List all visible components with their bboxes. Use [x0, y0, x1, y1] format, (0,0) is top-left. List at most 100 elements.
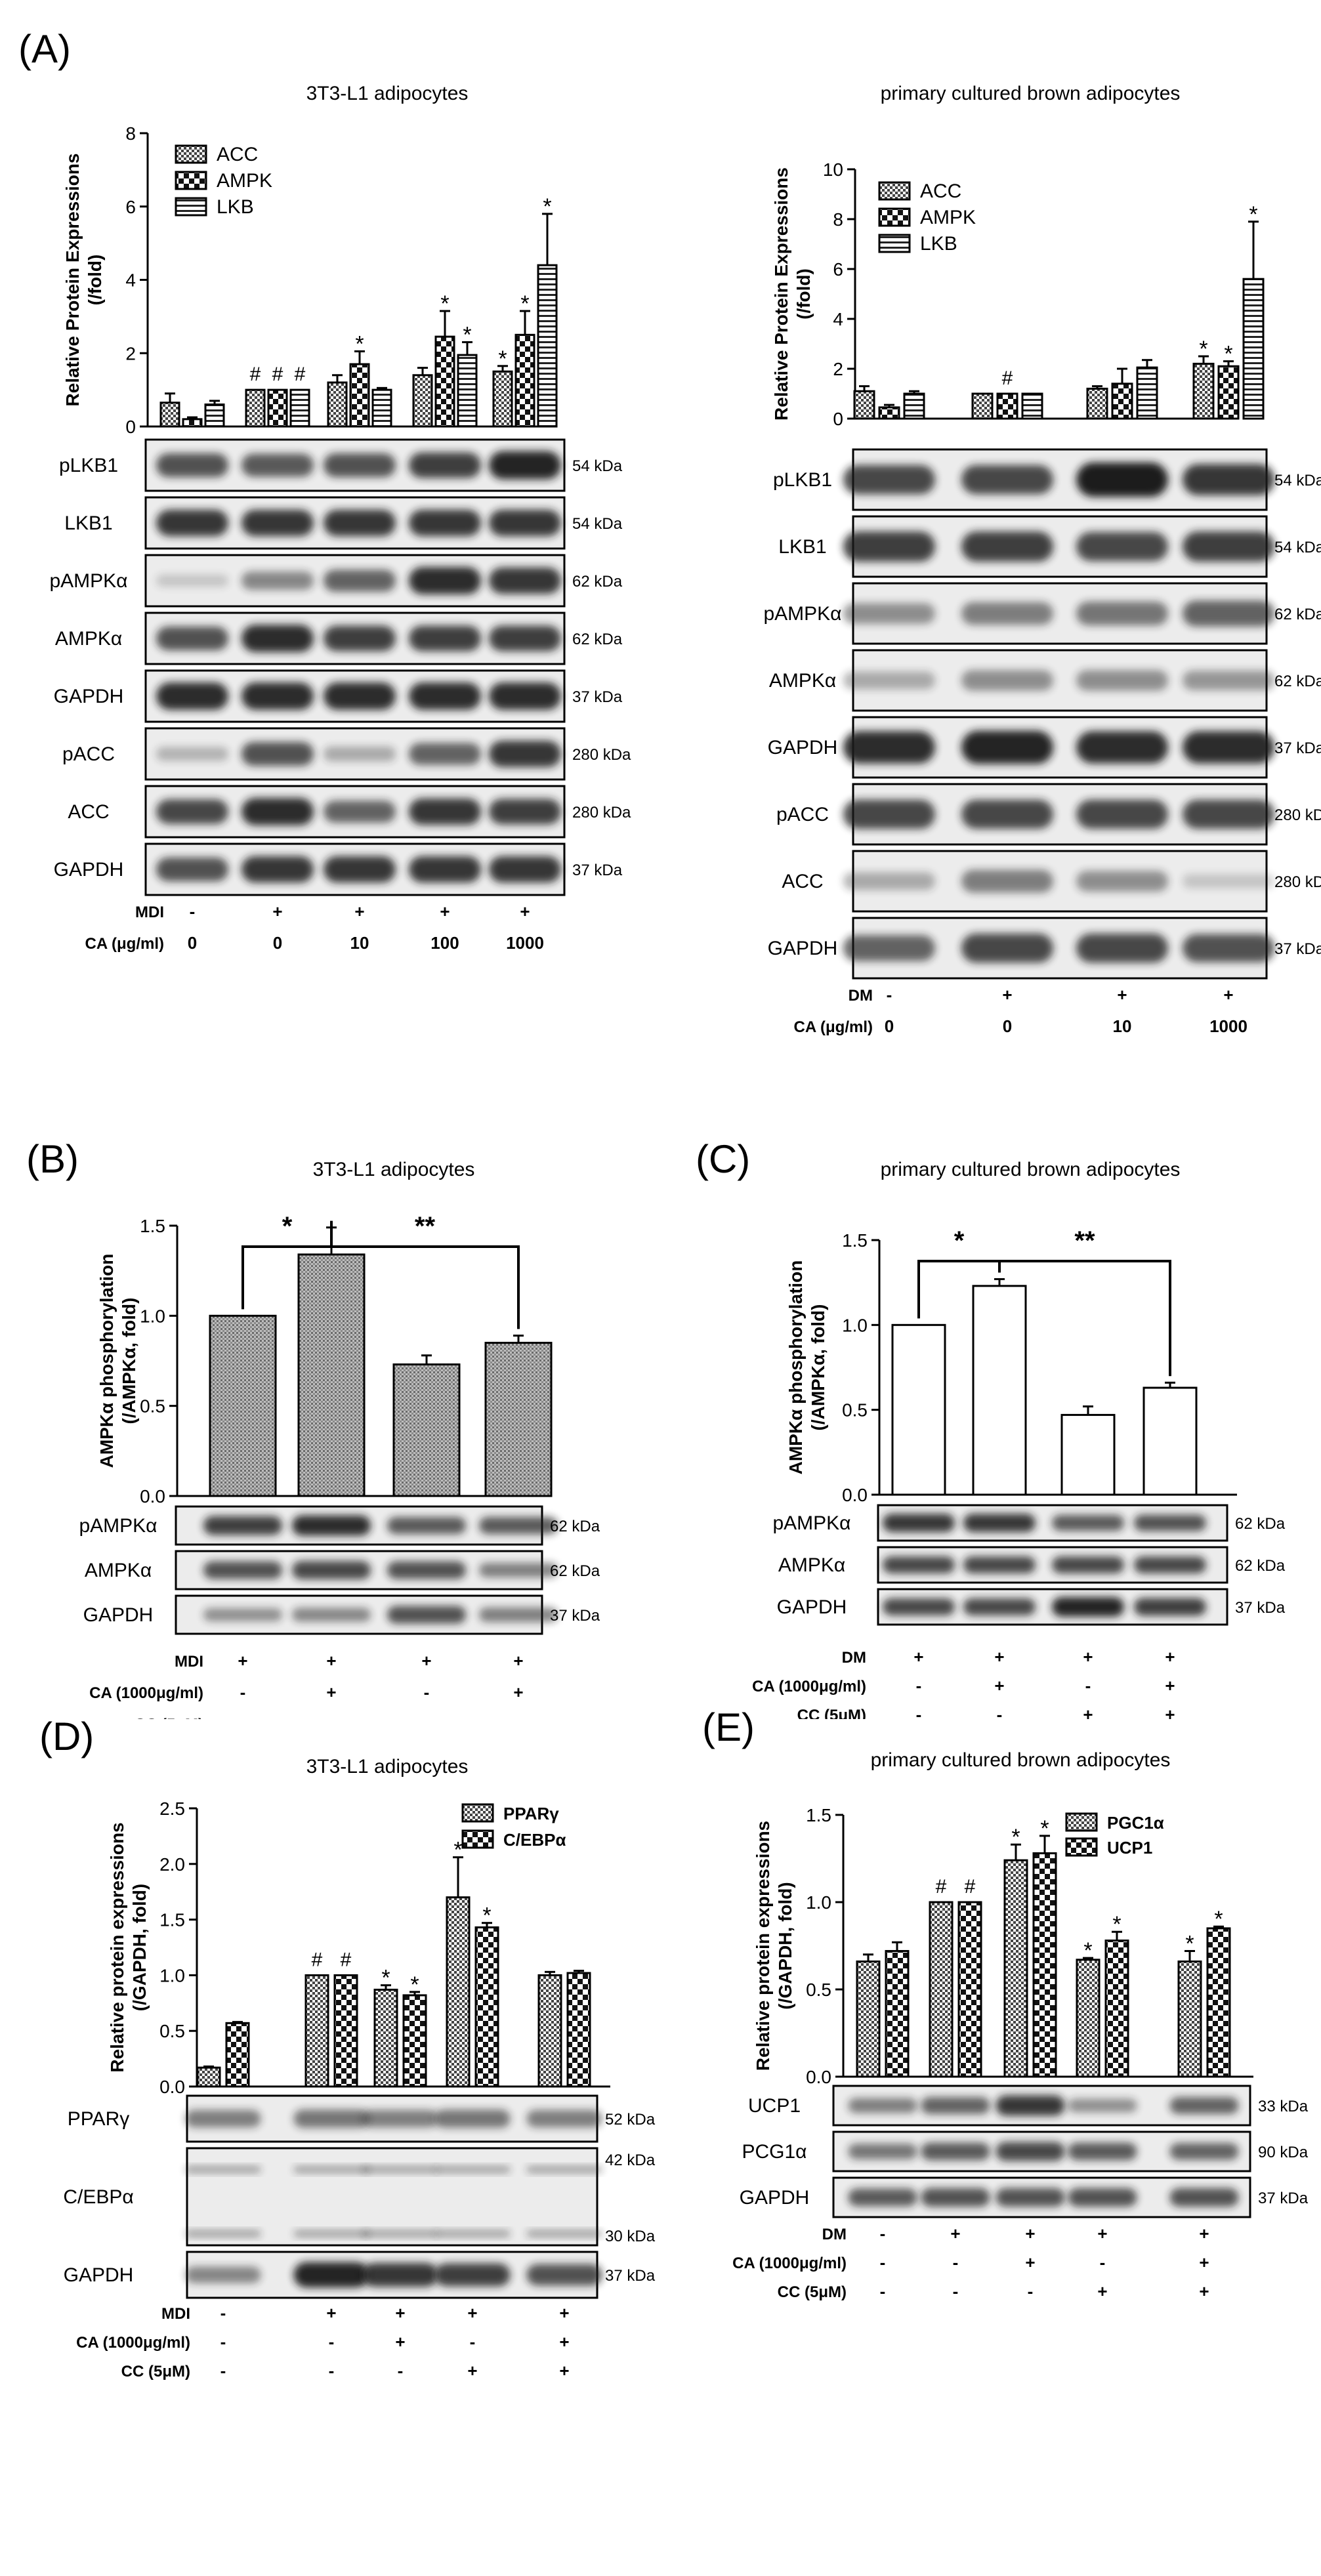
blot-1 [877, 1546, 1228, 1584]
bar [885, 1949, 910, 2078]
treatment-value: - [953, 2253, 959, 2272]
blot-label: GAPDH [768, 737, 838, 758]
y-label-line-2: (/AMPKα, fold) [808, 1304, 828, 1431]
bar [474, 1926, 499, 2088]
blot-3 [144, 612, 566, 665]
treatment-value: + [994, 1676, 1004, 1695]
protein-band [324, 800, 396, 823]
treatment-value: - [997, 1705, 1003, 1719]
protein-band [1068, 2188, 1137, 2207]
treatment-value: + [1199, 2281, 1209, 2301]
legend-swatch [461, 1829, 494, 1849]
panel-letter-a: (A) [18, 27, 71, 71]
bar [371, 388, 392, 428]
legend-label: C/EBPα [503, 1830, 566, 1850]
significance-mark: * [1214, 1907, 1223, 1932]
y-label-line-1: Relative Protein Expressions [62, 154, 83, 407]
bar [245, 388, 266, 428]
y-tick-label: 1.0 [140, 1306, 165, 1326]
treatment-value: + [1165, 1647, 1175, 1667]
treatment-label: DM [849, 987, 873, 1005]
panel-b: 3T3-L1 adipocytes 0.0 0.5 1.0 1.5 AMPKα phosp… [0, 1115, 656, 1734]
protein-band [843, 731, 935, 764]
protein-band [241, 798, 314, 825]
treatment-value: + [238, 1651, 247, 1671]
y-tick-label: 1.5 [842, 1230, 868, 1251]
bar [853, 390, 875, 420]
bar [566, 1972, 591, 2088]
bar [484, 1342, 553, 1497]
legend-swatch [878, 234, 911, 253]
bar [856, 1960, 881, 2078]
blot-label: AMPKα [778, 1554, 845, 1576]
protein-band [526, 2264, 602, 2286]
significance-mark: * [381, 1966, 390, 1991]
kda-label: 52 kDa [605, 2111, 656, 2129]
treatment-label: CA (1000μg/ml) [732, 2254, 847, 2272]
treatment-value: - [953, 2281, 959, 2301]
protein-band [843, 603, 935, 624]
kda-label: 37 kDa [605, 2267, 656, 2285]
chart-title: 3T3-L1 adipocytes [313, 1159, 475, 1180]
significance-mark: * [482, 1903, 491, 1928]
treatment-value: + [467, 2361, 477, 2380]
legend-label: ACC [920, 180, 961, 202]
protein-band [1183, 934, 1274, 963]
y-tick-label: 1.5 [806, 1805, 831, 1825]
treatment-label: CA (μg/ml) [85, 935, 164, 953]
protein-band [156, 509, 228, 537]
y-tick-label: 0.0 [140, 1486, 165, 1506]
treatment-value: + [513, 1651, 523, 1671]
protein-band [1134, 1514, 1206, 1531]
treatment-label: DM [842, 1649, 866, 1667]
blot-4 [144, 669, 566, 723]
protein-band [362, 2262, 438, 2287]
protein-band [409, 509, 481, 537]
protein-band [921, 2142, 990, 2161]
treatment-value: - [398, 2361, 404, 2380]
legend-swatch [175, 171, 207, 190]
treatment-label: MDI [135, 904, 164, 921]
bar [209, 1314, 277, 1497]
kda-label: 33 kDa [1258, 2098, 1309, 2115]
y-tick-label: 1.5 [140, 1216, 165, 1236]
bar [333, 1974, 358, 2088]
protein-band [479, 1563, 558, 1577]
significance-mark: # [1002, 367, 1013, 389]
blot-0 [144, 438, 566, 492]
y-tick-label: 0.5 [159, 2021, 185, 2041]
protein-band [324, 746, 396, 762]
bar [446, 1896, 471, 2088]
kda-label: 37 kDa [572, 688, 623, 706]
protein-band [156, 453, 228, 478]
legend-swatch [878, 181, 911, 201]
y-tick-label: 2.5 [159, 1798, 185, 1819]
y-tick-label: 8 [125, 123, 136, 144]
treatment-value: 0 [1003, 1016, 1012, 1036]
bar [1111, 383, 1133, 420]
kda-label: 62 kDa [1274, 673, 1321, 690]
blot-label: PPARγ [68, 2108, 129, 2130]
panel-letter-b: (B) [26, 1137, 79, 1181]
kda-label: 37 kDa [1235, 1599, 1286, 1617]
blot-5 [843, 783, 1274, 846]
treatment-value: + [559, 2303, 569, 2323]
significance-mark: * [440, 291, 449, 316]
kda-label: 62 kDa [550, 1562, 600, 1580]
treatment-label: CA (1000μg/ml) [76, 2334, 190, 2352]
bar [1206, 1927, 1231, 2078]
bar [971, 392, 994, 420]
protein-band [1183, 731, 1274, 764]
protein-band [1076, 531, 1168, 562]
kda-label: 280 kDa [1274, 873, 1321, 891]
bar [204, 403, 225, 428]
kda-label: 62 kDa [572, 631, 623, 648]
protein-band [241, 571, 314, 591]
treatment-value: + [395, 2303, 405, 2323]
treatment-value: - [220, 2332, 226, 2352]
panel-d: 3T3-L1 adipocytes 0.0 0.5 1.0 1.5 2.0 2.5 Relat… [0, 1706, 656, 2572]
legend-label: ACC [217, 144, 258, 165]
bar [225, 2022, 250, 2088]
bar [972, 1285, 1027, 1496]
treatment-value: + [421, 1651, 431, 1671]
